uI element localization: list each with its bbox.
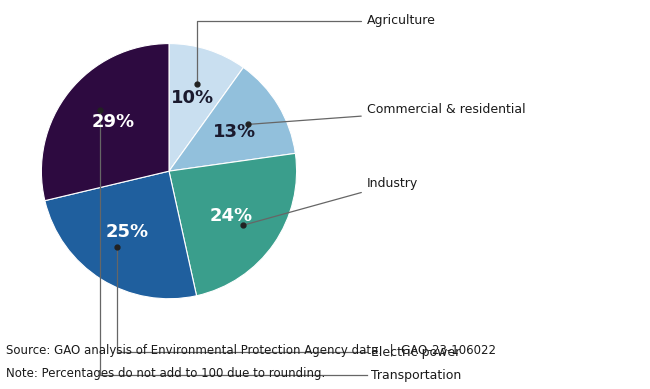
Text: Commercial & residential: Commercial & residential (251, 103, 525, 124)
Text: Note: Percentages do not add to 100 due to rounding.: Note: Percentages do not add to 100 due … (6, 367, 326, 380)
Text: 24%: 24% (209, 207, 252, 225)
Wedge shape (45, 171, 196, 299)
Text: 25%: 25% (106, 223, 149, 241)
Text: Agriculture: Agriculture (198, 14, 436, 81)
Text: 13%: 13% (213, 123, 257, 141)
Text: 10%: 10% (171, 89, 215, 107)
Wedge shape (169, 67, 295, 171)
Wedge shape (169, 153, 296, 296)
Text: Transportation: Transportation (370, 369, 461, 382)
Text: 29%: 29% (92, 113, 135, 131)
Wedge shape (42, 44, 169, 201)
Text: Electric power: Electric power (370, 346, 460, 359)
Text: Source: GAO analysis of Environmental Protection Agency data.  |  GAO-23-106022: Source: GAO analysis of Environmental Pr… (6, 344, 497, 357)
Text: Industry: Industry (246, 177, 418, 224)
Wedge shape (169, 44, 243, 171)
